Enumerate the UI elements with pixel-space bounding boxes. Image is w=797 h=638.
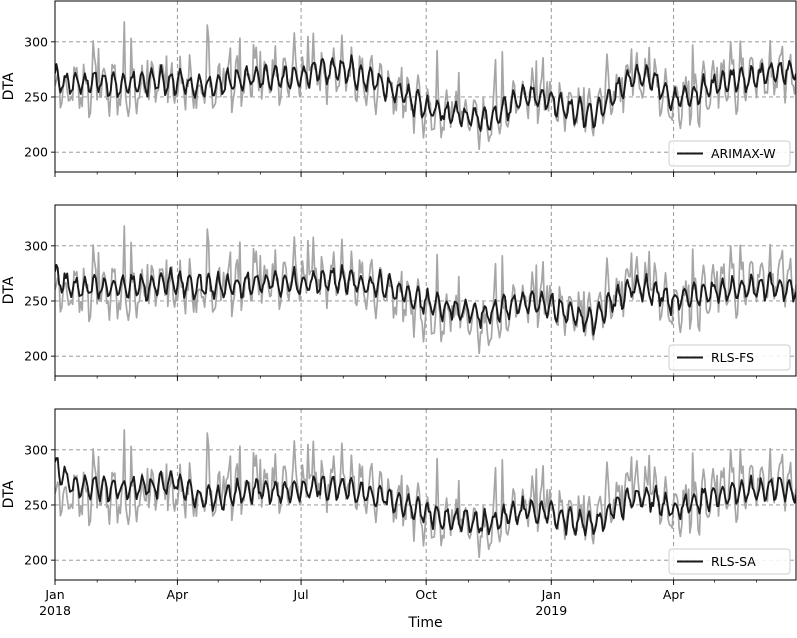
x-tick-label: Jan <box>541 587 561 602</box>
y-tick-label: 250 <box>24 89 48 104</box>
y-tick-label: 300 <box>24 34 48 49</box>
series-line-model <box>55 54 796 132</box>
axes-frame <box>54 408 797 581</box>
x-tick-label: Apr <box>167 587 189 602</box>
y-tick-label: 300 <box>24 442 48 457</box>
y-tick-label: 300 <box>24 238 48 253</box>
x-axis-label: Time <box>407 615 442 631</box>
legend-box <box>668 344 791 371</box>
legend-label: RLS-SA <box>711 554 756 569</box>
legend-box <box>668 140 791 167</box>
axes-frame <box>54 0 797 173</box>
axes-frame <box>54 204 797 377</box>
series-line-observed <box>55 429 796 559</box>
y-tick-label: 250 <box>24 293 48 308</box>
legend: RLS-SA <box>668 548 791 575</box>
y-tick-label: 200 <box>24 349 48 364</box>
y-tick-label: 250 <box>24 497 48 512</box>
x-tick-label: 2019 <box>535 603 567 618</box>
panel-1: 200 250 300 DTA ARIMAX-W <box>1 0 797 177</box>
legend-label: RLS-FS <box>711 350 754 365</box>
y-axis-label: DTA <box>1 72 17 100</box>
series-line-observed <box>55 225 796 355</box>
x-tick-label: Apr <box>663 587 685 602</box>
series-group <box>55 21 796 151</box>
x-tick-label: 2018 <box>39 603 71 618</box>
y-tick-label: 200 <box>24 145 48 160</box>
panel-2: 200 250 300 DTA RLS-FS <box>1 204 797 381</box>
series-line-model <box>55 263 796 336</box>
series-line-model <box>55 457 796 537</box>
y-axis-label: DTA <box>1 480 17 508</box>
legend-label: ARIMAX-W <box>711 146 776 161</box>
series-group <box>55 429 796 559</box>
y-tick-label: 200 <box>24 553 48 568</box>
legend-box <box>668 548 791 575</box>
series-line-observed <box>55 21 796 151</box>
x-tick-label: Oct <box>415 587 437 602</box>
y-axis-label: DTA <box>1 276 17 304</box>
x-tick-label: Jan <box>44 587 64 602</box>
series-group <box>55 225 796 355</box>
x-tick-label: Jul <box>293 587 309 602</box>
legend: RLS-FS <box>668 344 791 371</box>
legend: ARIMAX-W <box>668 140 791 167</box>
